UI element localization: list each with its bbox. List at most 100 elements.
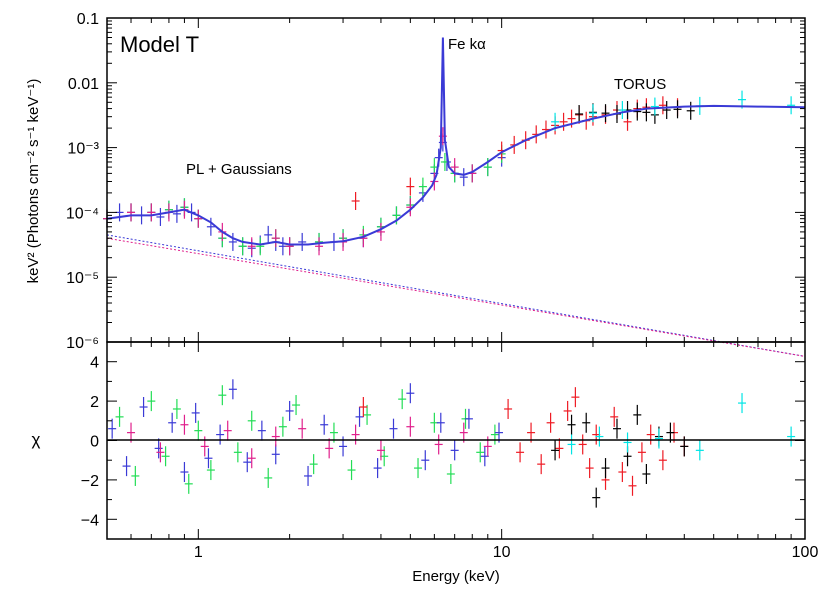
residual-point-s2-5 [247,448,256,469]
residual-point-s2-11 [406,416,415,437]
residual-point-s1-14 [304,465,313,486]
residuals-y-tick-label: −2 [81,473,99,490]
residual-point-s1-7 [204,448,213,469]
residual-point-s4-5 [612,418,621,439]
residual-point-s0-2 [147,391,156,412]
residual-point-s0-9 [233,442,242,463]
residual-point-s1-0 [108,418,117,439]
residual-point-s4-8 [642,463,651,484]
spectrum-point-s2-9 [285,237,294,256]
spectrum-point-s3-18 [658,96,667,115]
residual-point-s1-10 [243,452,252,473]
spectrum-point-s5-3 [650,97,659,116]
residual-point-s0-19 [398,389,407,410]
residual-point-s4-0 [551,440,560,461]
residual-point-s5-0 [567,434,576,455]
residual-point-s5-5 [738,393,747,414]
residual-point-s1-8 [216,424,225,445]
x-tick-label: 100 [792,544,819,561]
residual-point-s1-23 [450,440,459,461]
spectrum-ticks [106,17,805,343]
spectrum-point-s2-10 [315,237,324,256]
residual-point-s3-18 [658,450,667,471]
spectrum-panel: 0.1 0.01 10⁻³ 10⁻⁴ 10⁻⁵ 10⁻⁶ Model T Fe kα TO… [25,11,806,357]
residual-point-s0-17 [363,404,372,425]
x-tick-labels: 1 10 100 [194,544,819,561]
model-line [106,37,806,246]
spectrum-point-s4-2 [601,104,610,123]
residual-point-s1-11 [257,420,266,441]
residual-point-s3-14 [618,462,627,483]
residual-point-s2-7 [298,418,307,439]
residual-point-s3-15 [628,475,637,496]
annotation-torus: TORUS [614,76,666,93]
residual-point-s1-9 [228,379,237,400]
residual-point-s0-16 [347,460,356,481]
spectrum-point-s3-0 [351,191,360,210]
residual-point-s1-5 [180,462,189,483]
spectrum-data-layer [103,37,806,357]
residual-point-s3-5 [546,412,555,433]
residual-point-s3-0 [359,397,368,418]
residual-point-s3-1 [504,398,513,419]
spectrum-point-s3-1 [406,177,415,196]
residual-point-s0-3 [161,446,170,467]
residual-point-s3-16 [637,442,646,463]
residual-point-s0-20 [414,458,423,479]
residual-point-s5-6 [787,426,796,447]
residual-point-s3-8 [571,387,580,408]
residual-point-s1-21 [421,450,430,471]
residuals-y-tick-label: −4 [81,512,99,529]
residual-point-s1-2 [139,397,148,418]
residual-point-s1-24 [464,408,473,429]
residuals-y-tick-label: 4 [90,355,99,372]
residual-point-s0-24 [476,442,485,463]
annotation-pl-gaussians: PL + Gaussians [186,161,292,178]
residual-point-s2-4 [223,420,232,441]
residual-point-s0-10 [247,410,256,431]
residual-point-s2-2 [180,414,189,435]
residual-point-s2-8 [325,438,334,459]
x-tick-label: 1 [194,544,203,561]
spectrum-frame [106,17,806,343]
residual-point-s4-2 [582,412,591,433]
spectrum-point-s0-7 [172,204,181,223]
spectrum-point-s0-11 [206,217,215,236]
spectrum-point-s4-5 [633,102,642,121]
spectrum-point-s3-8 [559,112,568,131]
residual-point-s0-0 [115,406,124,427]
residual-point-s0-13 [292,395,301,416]
residual-point-s0-25 [490,424,499,445]
residual-point-s3-4 [537,454,546,475]
residual-point-s1-6 [191,402,200,423]
x-axis-title: Energy (keV) [412,568,500,585]
residual-point-s5-2 [623,432,632,453]
residual-point-s1-20 [406,383,415,404]
residual-point-s1-12 [271,444,280,465]
residual-point-s1-19 [389,418,398,439]
residuals-y-tick-label: 2 [90,394,99,411]
residual-point-s1-4 [168,412,177,433]
residual-point-s0-4 [172,398,181,419]
spectrum-y-tick-labels: 0.1 0.01 10⁻³ 10⁻⁴ 10⁻⁵ 10⁻⁶ [66,11,100,352]
residual-point-s0-1 [131,465,140,486]
residual-point-s4-3 [592,487,601,508]
spectrum-point-s0-21 [298,232,307,251]
residual-point-s2-1 [156,442,165,463]
residual-point-s4-1 [567,414,576,435]
spectrum-point-s4-6 [642,103,651,122]
model-title: Model T [120,32,199,57]
residual-point-s1-3 [154,438,163,459]
residuals-data-layer [108,379,796,508]
residual-point-s4-7 [633,404,642,425]
spectrum-point-s2-5 [194,209,203,228]
residual-point-s3-13 [610,406,619,427]
spectrum-y-tick-label: 10⁻⁵ [66,270,99,287]
residuals-y-tick-label: 0 [90,434,99,451]
residual-point-s3-9 [578,434,587,455]
spectrum-point-s0-17 [264,225,273,244]
residual-point-s3-10 [585,458,594,479]
spectrum-point-s2-2 [147,203,156,222]
residual-point-s1-13 [285,400,294,421]
